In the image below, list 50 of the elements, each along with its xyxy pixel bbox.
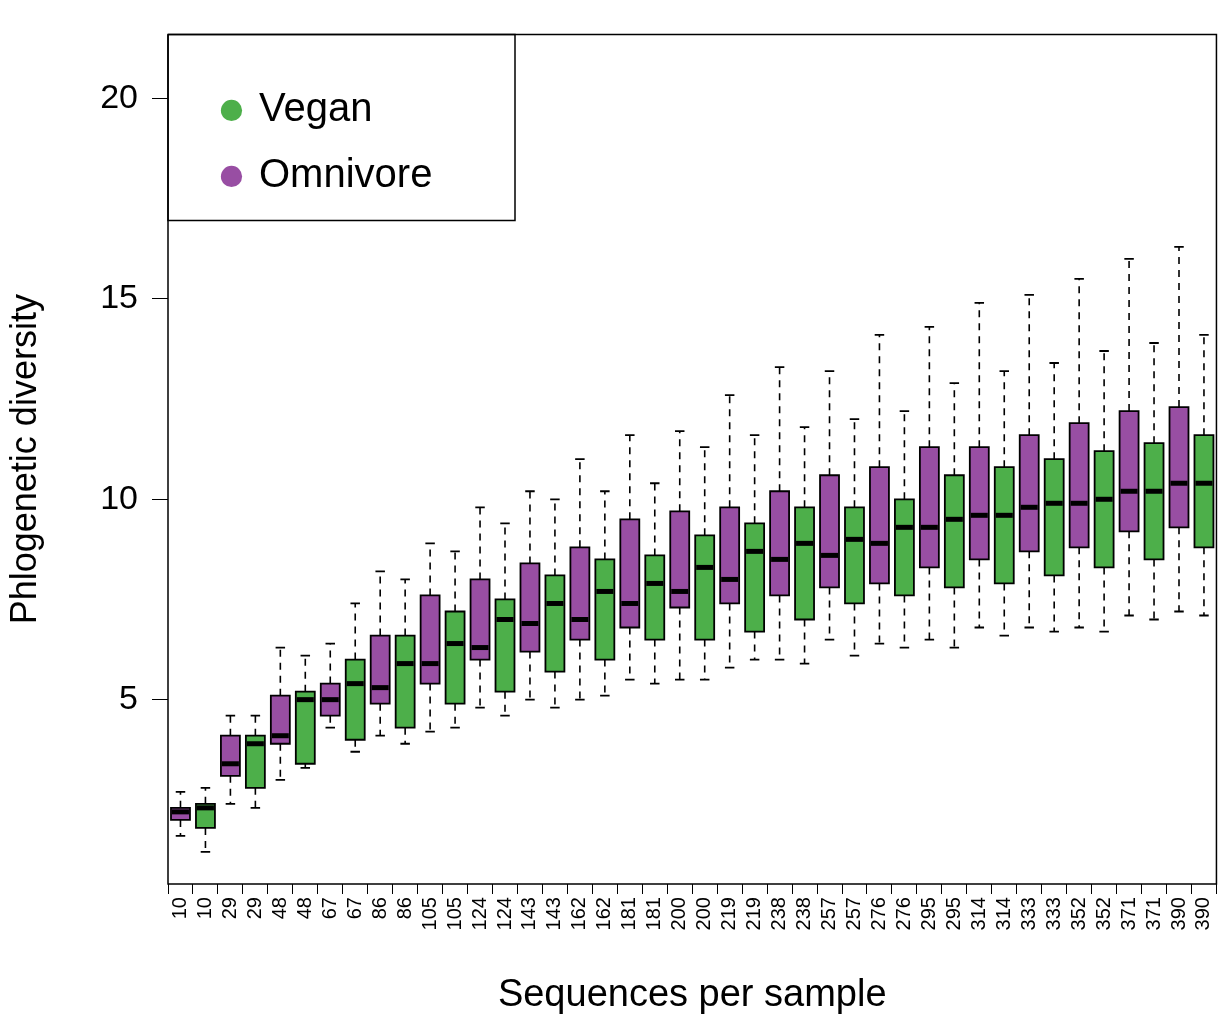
legend-label: Omnivore [259,151,433,196]
x-tick-label: 86 [392,897,415,920]
x-tick-label: 314 [966,897,989,931]
y-tick-label: 10 [100,477,138,516]
y-axis-title: Phlogenetic diversity [2,294,44,625]
x-tick-label: 257 [842,897,864,931]
x-tick-label: 105 [417,897,440,931]
x-tick-label: 219 [742,897,765,931]
x-tick-label: 10 [168,897,190,920]
x-tick-label: 48 [267,897,290,920]
x-tick-label: 162 [592,897,615,931]
x-tick-label: 29 [217,897,240,920]
x-tick-label: 352 [1066,897,1089,931]
x-tick-label: 219 [717,897,740,931]
x-tick-label: 371 [1141,897,1164,931]
x-tick-label: 124 [467,897,490,931]
x-tick-label: 276 [866,897,889,931]
x-tick-label: 276 [891,897,914,931]
legend-label: Vegan [259,85,373,130]
x-tick-label: 143 [542,897,565,931]
y-tick-label: 20 [100,76,138,115]
x-tick-label: 67 [342,897,365,920]
x-tick-label: 238 [767,897,790,931]
x-axis-title: Sequences per sample [497,971,887,1014]
x-tick-label: 181 [617,897,640,931]
x-tick-label: 86 [367,897,390,920]
x-tick-label: 29 [242,897,265,920]
x-tick-label: 333 [1041,897,1064,931]
x-tick-label: 333 [1016,897,1039,931]
x-tick-label: 124 [492,897,515,931]
x-tick-label: 238 [792,897,815,931]
x-tick-label: 48 [292,897,315,920]
y-tick-label: 5 [119,678,138,717]
x-tick-label: 200 [667,897,690,931]
x-tick-label: 143 [517,897,540,931]
x-tick-label: 162 [567,897,590,931]
x-tick-label: 314 [991,897,1014,931]
x-tick-label: 10 [192,897,215,920]
x-tick-label: 371 [1116,897,1139,931]
x-tick-label: 67 [317,897,340,920]
x-tick-label: 352 [1091,897,1114,931]
x-tick-label: 390 [1191,897,1214,931]
y-tick-label: 15 [100,277,138,316]
x-tick-label: 390 [1166,897,1189,931]
x-tick-label: 257 [817,897,840,931]
x-tick-label: 200 [692,897,715,931]
x-tick-label: 295 [916,897,939,931]
x-tick-label: 181 [642,897,665,931]
x-tick-label: 105 [442,897,465,931]
x-tick-label: 295 [941,897,964,931]
